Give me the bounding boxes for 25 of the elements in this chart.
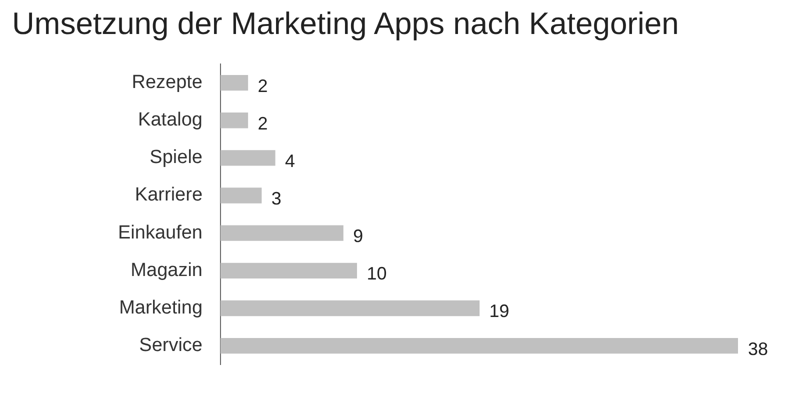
data-label: 2	[258, 76, 268, 96]
bar	[220, 338, 738, 354]
bar	[220, 150, 276, 166]
y-tick-label: Spiele	[150, 147, 203, 168]
data-label: 9	[353, 226, 364, 246]
y-tick-label: Magazin	[130, 260, 203, 281]
y-tick-label: Katalog	[138, 110, 203, 131]
y-tick-label: Karriere	[134, 184, 203, 206]
bar	[220, 188, 262, 204]
data-label: 19	[489, 301, 510, 322]
bar	[220, 225, 344, 241]
bar	[220, 74, 248, 91]
data-label: 3	[271, 188, 282, 208]
data-label: 38	[748, 338, 768, 359]
data-label: 10	[366, 264, 387, 284]
chart-title: Umsetzung der Marketing Apps nach Kategorien	[12, 6, 679, 42]
data-label: 2	[258, 113, 268, 134]
y-tick-label: Einkaufen	[118, 222, 203, 244]
y-tick-label: Service	[139, 335, 203, 356]
bar	[220, 262, 358, 278]
y-tick-label: Rezepte	[132, 72, 203, 94]
bar	[220, 300, 480, 316]
y-tick-label: Marketing	[119, 297, 203, 318]
data-label: 4	[284, 150, 295, 171]
bar	[220, 112, 248, 128]
